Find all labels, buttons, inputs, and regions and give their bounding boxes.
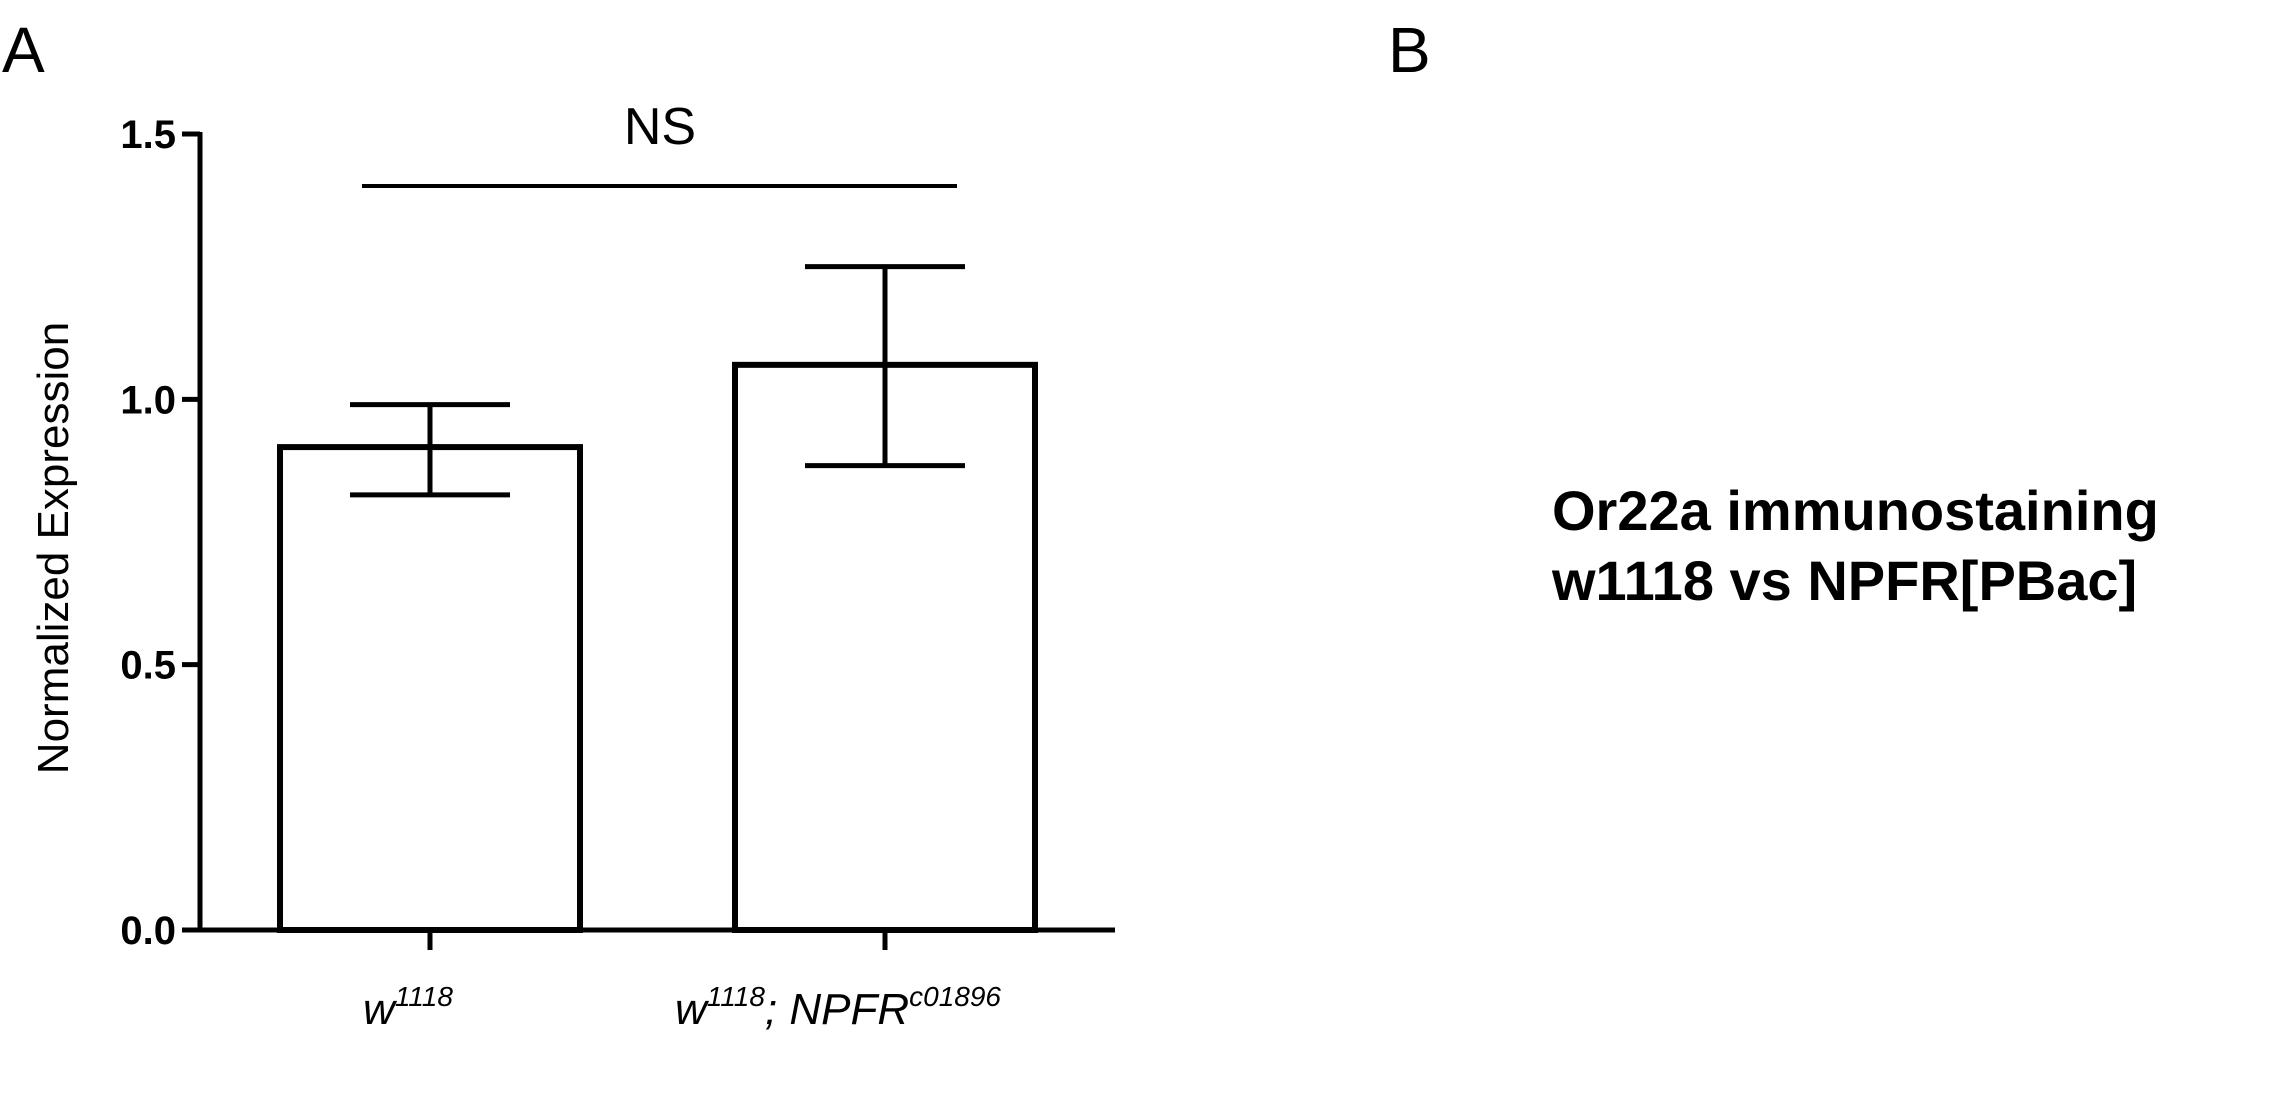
- y-tick-label-2: 1.0: [120, 378, 176, 422]
- cat0-sup: 1118: [395, 981, 454, 1012]
- x-tick-label-1: w1118; NPFRc01896: [675, 981, 1001, 1034]
- panel-b: Or22a immunostaining w1118 vs NPFR[PBac]: [1551, 479, 2159, 612]
- panel-b-letter: B: [1388, 14, 1431, 86]
- cat1-sup: 1118: [707, 981, 766, 1012]
- y-tick-label-1: 0.5: [120, 644, 176, 688]
- panel-b-line1: Or22a immunostaining: [1552, 479, 2159, 542]
- bar-0: [277, 444, 583, 933]
- cat1-mid: ; NPFR: [765, 985, 909, 1034]
- panel-a-letter: A: [2, 14, 45, 86]
- y-ticks: 0.0 0.5 1.0 1.5: [120, 113, 200, 953]
- cat0-base: w: [363, 985, 398, 1034]
- bars-layer: [277, 361, 1038, 933]
- x-tick-label-0: w1118: [363, 981, 453, 1034]
- bar-chart: 0.00.51.01.5 Normalized Expression NS w1…: [29, 98, 1115, 1034]
- x-ticks: [427, 930, 888, 950]
- y-axis-title: Normalized Expression: [29, 322, 78, 774]
- y-tick-label-3: 1.5: [120, 113, 176, 157]
- significance-label: NS: [624, 98, 696, 156]
- cat1-base: w: [675, 985, 710, 1034]
- error-bars-layer: [350, 264, 965, 498]
- panel-b-line2: w1118 vs NPFR[PBac]: [1551, 549, 2137, 612]
- y-tick-label-0: 0.0: [120, 909, 176, 953]
- cat1-sup2: c01896: [909, 981, 1001, 1012]
